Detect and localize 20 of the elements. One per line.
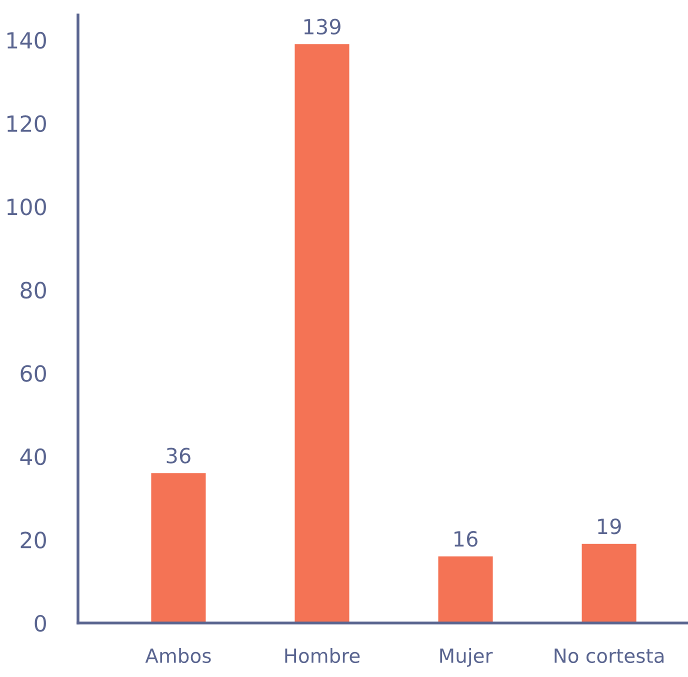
data-label: 16 [454, 531, 478, 547]
x-tick-label: Ambos [145, 648, 211, 664]
y-tick-label: 100 [7, 198, 46, 216]
y-tick-label: 80 [20, 282, 46, 299]
y-tick-label: 60 [20, 365, 46, 382]
bar [438, 556, 493, 623]
bar [582, 544, 636, 623]
x-tick-label: No cortesta [554, 648, 664, 664]
x-tick-label: Mujer [440, 648, 493, 667]
y-tick-label: 120 [7, 115, 46, 132]
x-tick-label: Hombre [285, 648, 360, 664]
data-label: 19 [598, 518, 621, 534]
y-tick-label: 140 [7, 32, 46, 49]
y-tick-label: 40 [20, 448, 46, 466]
bar [294, 44, 350, 623]
bar [151, 473, 206, 623]
data-label: 139 [304, 18, 340, 35]
y-tick-label: 0 [34, 614, 46, 632]
data-label: 36 [166, 448, 190, 464]
y-tick-label: 20 [20, 532, 46, 548]
